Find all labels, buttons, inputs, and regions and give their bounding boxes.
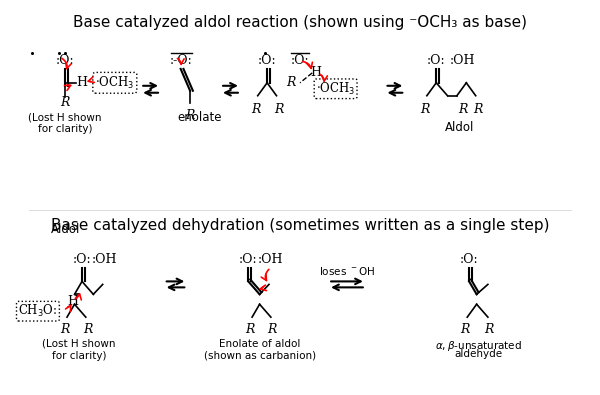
- Text: R: R: [251, 103, 260, 116]
- Text: H: H: [76, 76, 88, 89]
- Text: (Lost H shown
for clarity): (Lost H shown for clarity): [28, 113, 102, 134]
- Text: Base catalyzed dehydration (sometimes written as a single step): Base catalyzed dehydration (sometimes wr…: [51, 218, 549, 233]
- Text: :O:: :O:: [460, 253, 478, 266]
- Text: :O:: :O:: [56, 55, 74, 68]
- Text: enolate: enolate: [177, 111, 222, 124]
- Text: loses $^-$OH: loses $^-$OH: [319, 265, 375, 277]
- Text: R: R: [245, 323, 255, 336]
- Text: :O:: :O:: [73, 253, 91, 266]
- Text: R: R: [473, 103, 482, 116]
- Text: :O:: :O:: [239, 253, 257, 266]
- Text: R: R: [274, 103, 283, 116]
- Text: R: R: [461, 323, 470, 336]
- Text: :O:: :O:: [290, 55, 310, 68]
- Text: Aldol: Aldol: [445, 120, 475, 134]
- Text: :O:: :O:: [258, 55, 277, 68]
- Text: :OH: :OH: [258, 253, 284, 266]
- Text: H: H: [67, 295, 78, 308]
- Text: H: H: [310, 66, 322, 79]
- Text: $\alpha,\beta$-unsaturated: $\alpha,\beta$-unsaturated: [435, 339, 522, 353]
- Text: Enolate of aldol
(shown as carbanion): Enolate of aldol (shown as carbanion): [203, 339, 316, 361]
- Text: :OH: :OH: [92, 253, 118, 266]
- Text: R: R: [458, 103, 467, 116]
- Text: :O:: :O:: [427, 55, 446, 68]
- Text: R: R: [185, 109, 195, 122]
- Text: R: R: [61, 96, 70, 109]
- Text: CH$_3$O:: CH$_3$O:: [18, 303, 58, 319]
- Text: :-O:: :-O:: [169, 55, 192, 68]
- Text: R: R: [420, 103, 430, 116]
- Text: (Lost H shown
for clarity): (Lost H shown for clarity): [43, 339, 116, 361]
- Text: :OH: :OH: [450, 55, 475, 68]
- Text: Base catalyzed aldol reaction (shown using ⁻OCH₃ as base): Base catalyzed aldol reaction (shown usi…: [73, 15, 527, 30]
- Text: ·OCH$_3$: ·OCH$_3$: [95, 75, 134, 91]
- Text: R: R: [286, 76, 295, 89]
- Text: R: R: [83, 323, 92, 336]
- Text: R: R: [267, 323, 277, 336]
- Text: R: R: [484, 323, 494, 336]
- Text: aldehyde: aldehyde: [454, 349, 503, 359]
- Text: R: R: [61, 323, 70, 336]
- Text: ·OCH$_3$: ·OCH$_3$: [316, 81, 355, 97]
- Text: Aldol: Aldol: [50, 223, 80, 236]
